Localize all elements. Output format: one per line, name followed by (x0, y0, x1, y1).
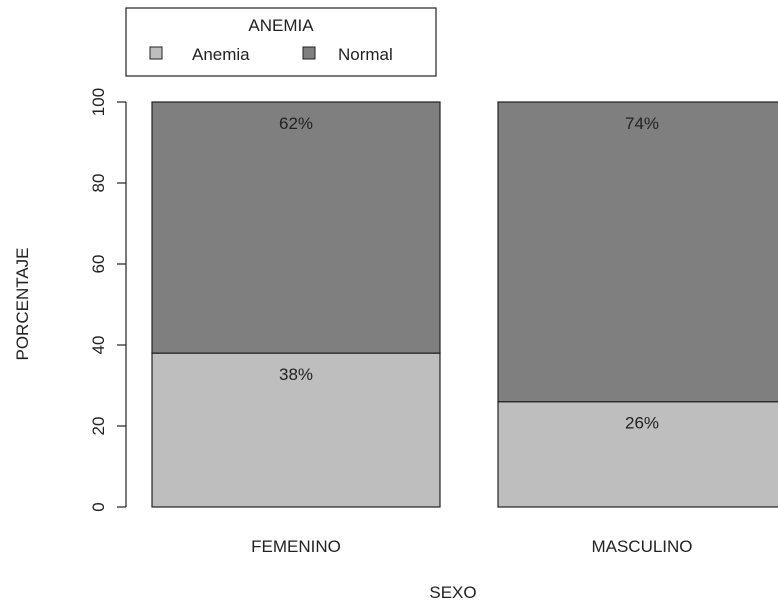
bars (151, 101, 778, 508)
y-axis: 0 20 40 60 80 100 (89, 88, 127, 512)
legend: ANEMIA Anemia Normal (125, 7, 437, 77)
x-category-label: FEMENINO (251, 537, 341, 556)
data-labels: 38% 62% 26% 74% (279, 114, 659, 433)
y-tick-label: 60 (89, 255, 108, 274)
bar-segment-normal-masculino (497, 101, 778, 403)
category-labels: FEMENINO MASCULINO (251, 537, 692, 556)
data-label-normal-masculino: 74% (625, 114, 659, 133)
legend-label-anemia: Anemia (192, 45, 250, 64)
data-label-normal-femenino: 62% (279, 114, 313, 133)
x-axis-title: SEXO (429, 583, 476, 602)
legend-label-normal: Normal (338, 45, 393, 64)
y-tick-label: 20 (89, 417, 108, 436)
bar-segment-anemia-masculino (497, 401, 778, 508)
bar-segment-normal-femenino (151, 101, 441, 354)
x-category-label: MASCULINO (591, 537, 692, 556)
data-label-anemia-femenino: 38% (279, 365, 313, 384)
legend-swatch-anemia (149, 46, 163, 60)
y-tick-label: 0 (89, 502, 108, 511)
y-tick-label: 40 (89, 336, 108, 355)
legend-swatch-normal (302, 46, 316, 60)
bar-segment-anemia-femenino (151, 352, 441, 508)
y-axis-title: PORCENTAJE (13, 247, 32, 360)
legend-title: ANEMIA (248, 16, 314, 35)
data-label-anemia-masculino: 26% (625, 414, 659, 433)
y-tick-label: 100 (89, 88, 108, 116)
legend-box (125, 7, 437, 77)
y-tick-label: 80 (89, 174, 108, 193)
